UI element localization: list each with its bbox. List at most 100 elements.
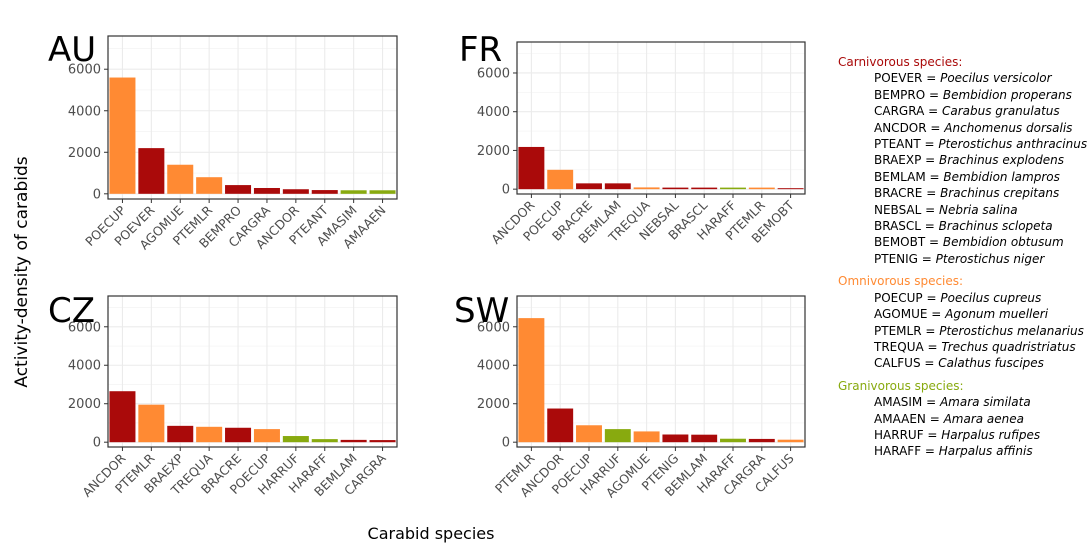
bar — [576, 425, 602, 443]
bar — [662, 187, 689, 190]
y-tick-label: 0 — [93, 187, 101, 202]
legend-species: Pterostichus melanarius — [939, 323, 1084, 338]
bar — [691, 434, 718, 443]
legend-entry: BEMLAM = Bembidion lampros — [838, 169, 1083, 185]
bar — [196, 177, 223, 194]
y-tick-label: 4000 — [477, 105, 510, 120]
bar — [633, 431, 660, 443]
legend-entry: HARRUF = Harpalus rufipes — [838, 427, 1083, 443]
legend-species: Poecilus cupreus — [940, 290, 1042, 305]
y-tick-label: 6000 — [477, 320, 510, 335]
panel-title: AU — [48, 30, 96, 70]
legend-code: POECUP = — [874, 290, 941, 305]
legend-code: AMAAEN = — [874, 411, 944, 426]
legend-entry: CALFUS = Calathus fuscipes — [838, 355, 1083, 371]
legend-heading: Omnivorous species: — [838, 274, 964, 289]
panel-title: CZ — [48, 291, 95, 331]
bar — [167, 425, 194, 443]
bar — [282, 189, 309, 194]
legend-entry: BEMOBT = Bembidion obtusum — [838, 234, 1083, 250]
legend-species: Bembidion obtusum — [942, 235, 1064, 250]
legend-species: Brachinus crepitans — [940, 186, 1060, 201]
legend-entry: NEBSAL = Nebria salina — [838, 202, 1083, 218]
bar — [369, 440, 396, 443]
legend: Carnivorous species: POEVER = Poecilus ve… — [838, 54, 1087, 460]
legend-species: Poecilus versicolor — [940, 71, 1052, 86]
bar — [604, 183, 631, 190]
plot-border — [516, 41, 806, 195]
bar — [340, 439, 367, 443]
legend-group-carnivorous: Carnivorous species: POEVER = Poecilus ve… — [838, 54, 1087, 267]
legend-species: Brachinus explodens — [939, 153, 1064, 168]
y-tick-label: 6000 — [68, 63, 101, 78]
legend-entry: PTEANT = Pterostichus anthracinus — [838, 136, 1087, 152]
legend-species: Amara aenea — [943, 411, 1024, 426]
legend-entry: HARAFF = Harpalus affinis — [838, 443, 1083, 459]
bar — [576, 183, 602, 190]
bar — [311, 190, 338, 194]
legend-code: POEVER = — [874, 71, 941, 86]
y-tick-label: 2000 — [477, 144, 510, 159]
bar — [720, 438, 746, 443]
legend-code: BRAEXP = — [874, 153, 940, 168]
legend-species: Harpalus rufipes — [941, 427, 1041, 442]
legend-code: PTEMLR = — [874, 323, 940, 338]
legend-species: Bembidion lampros — [943, 169, 1060, 184]
legend-code: AGOMUE = — [874, 307, 946, 322]
bar — [138, 148, 165, 194]
panel-fr: 0200040006000ANCDORPOECUPBRACREBEMLAMTRE… — [459, 30, 806, 247]
legend-code: NEBSAL = — [874, 202, 939, 217]
y-axis-title: Activity-density of carabids — [12, 156, 32, 387]
legend-species: Bembidion properans — [942, 87, 1072, 102]
bar — [253, 187, 280, 194]
bar — [691, 187, 718, 190]
legend-species: Carabus granulatus — [941, 104, 1060, 119]
bar — [311, 439, 338, 443]
bar — [253, 429, 280, 443]
legend-heading: Carnivorous species: — [838, 55, 963, 69]
bar — [662, 434, 689, 443]
legend-code: HARAFF = — [874, 444, 939, 459]
legend-species: Agonum muelleri — [945, 307, 1049, 322]
bar — [777, 188, 804, 190]
legend-code: PTENIG = — [874, 251, 936, 266]
plot-background — [517, 42, 805, 194]
legend-code: BEMPRO = — [874, 87, 943, 102]
bar — [518, 318, 545, 443]
legend-code: CALFUS = — [874, 356, 939, 371]
bar — [109, 77, 136, 194]
legend-species: Amara similata — [939, 395, 1031, 410]
legend-group-granivorous: Granivorous species: AMASIM = Amara simil… — [838, 378, 1083, 460]
bar — [340, 190, 367, 194]
plot-border — [107, 35, 398, 200]
legend-entry: BRACRE = Brachinus crepitans — [838, 185, 1083, 201]
y-tick-label: 2000 — [477, 397, 510, 412]
legend-species: Pterostichus niger — [935, 251, 1045, 266]
legend-entry: AMASIM = Amara similata — [838, 394, 1083, 410]
legend-species: Trechus quadristriatus — [941, 339, 1076, 354]
bar — [547, 408, 574, 443]
bar — [633, 187, 660, 190]
legend-code: BRASCL = — [874, 219, 939, 234]
legend-group-omnivorous: Omnivorous species: POECUP = Poecilus cup… — [838, 273, 1084, 371]
bar — [369, 190, 396, 194]
y-tick-label: 4000 — [68, 104, 101, 119]
legend-code: TREQUA = — [874, 339, 942, 354]
legend-species: Calathus fuscipes — [938, 356, 1044, 371]
legend-species: Harpalus affinis — [938, 444, 1033, 459]
legend-entry: CARGRA = Carabus granulatus — [838, 103, 1083, 119]
legend-code: ANCDOR = — [874, 120, 945, 135]
plot-border — [107, 295, 398, 448]
bar — [720, 187, 746, 190]
y-tick-label: 4000 — [68, 359, 101, 374]
y-tick-label: 0 — [93, 436, 101, 451]
panel-au: 0200040006000POECUPPOEVERAGOMUEPTEMLRBEM… — [48, 30, 398, 253]
bar — [547, 169, 574, 190]
bar — [225, 185, 252, 194]
legend-code: BEMLAM = — [874, 169, 944, 184]
plot-border — [516, 295, 806, 448]
legend-species: Nebria salina — [939, 202, 1018, 217]
legend-entry: AMAAEN = Amara aenea — [838, 411, 1083, 427]
y-tick-label: 0 — [502, 436, 510, 451]
y-tick-label: 6000 — [68, 320, 101, 335]
